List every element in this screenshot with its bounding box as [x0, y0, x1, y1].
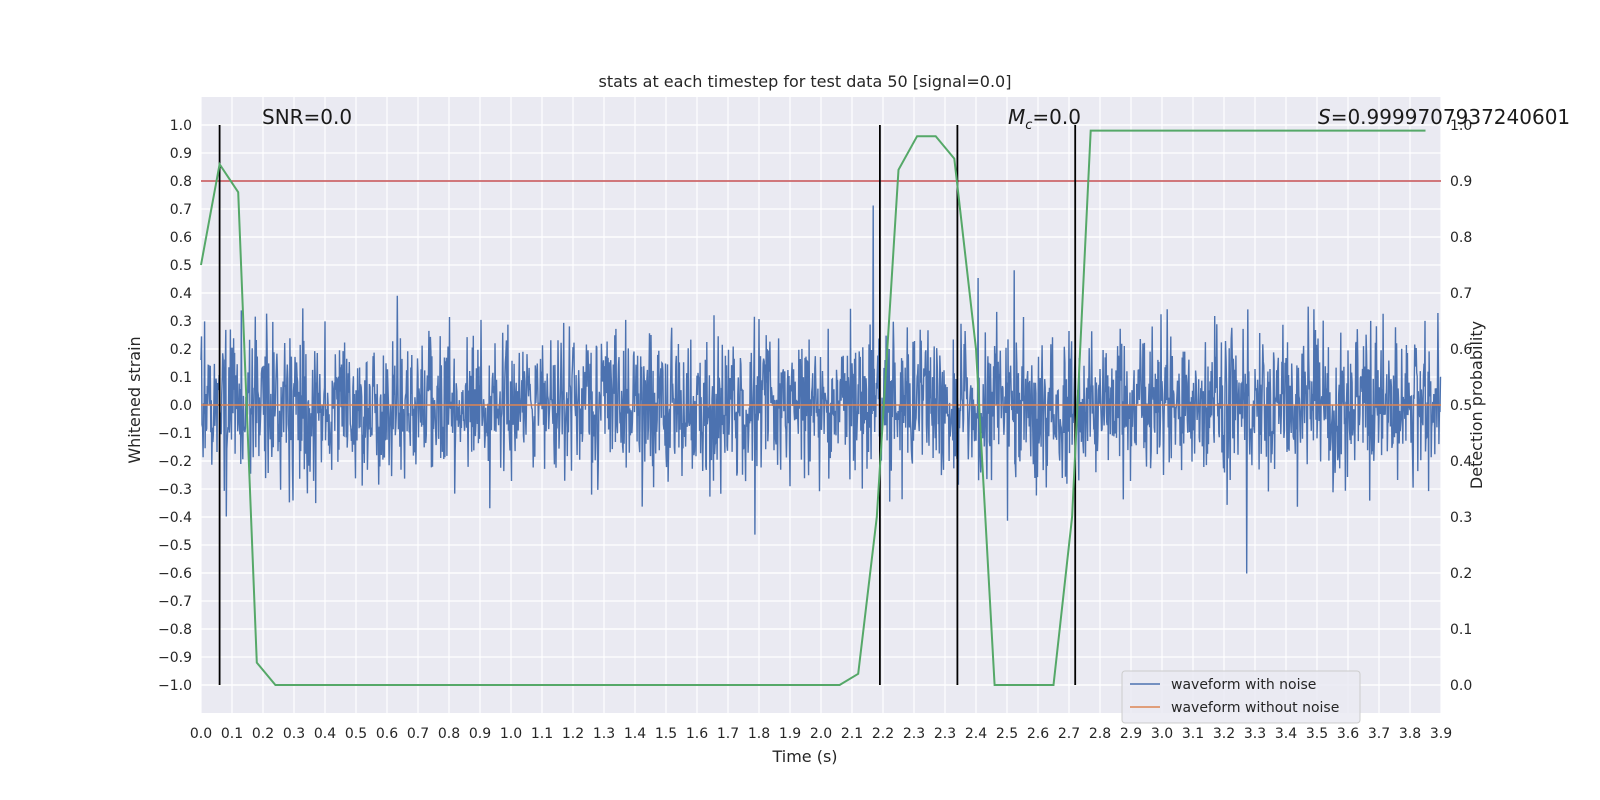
x-tick-label: 3.2 [1213, 726, 1235, 742]
y-tick-label: 1.0 [170, 118, 192, 134]
tick-layer: 0.0 0.1 0.2 0.3 0.4 0.5 0.6 0.7 0.8 0.9 1.0 1.1 1.2 1… [158, 118, 1472, 742]
y-tick-label: −1.0 [158, 678, 192, 694]
y-tick-label: −0.2 [158, 454, 192, 470]
y-tick-label: 0.0 [170, 398, 192, 414]
x-tick-label: 2.3 [903, 726, 925, 742]
x-tick-label: 1.5 [655, 726, 677, 742]
mc-symbol: M [1008, 105, 1025, 129]
y2-tick-label: 0.4 [1450, 454, 1472, 470]
x-tick-label: 2.0 [810, 726, 832, 742]
y-tick-label: 0.5 [170, 258, 192, 274]
legend: waveform with noise waveform without noi… [1121, 670, 1361, 724]
x-tick-label: 0.8 [438, 726, 460, 742]
x-tick-label: 0.4 [314, 726, 336, 742]
y-tick-label: −0.8 [158, 622, 192, 638]
x-tick-label: 2.5 [996, 726, 1018, 742]
y2-tick-label: 0.5 [1450, 398, 1472, 414]
x-tick-label: 0.3 [283, 726, 305, 742]
x-tick-label: 1.9 [779, 726, 801, 742]
s-value: =0.9999707937240601 [1331, 105, 1570, 129]
y2-tick-label: 0.0 [1450, 678, 1472, 694]
y-tick-label: 0.4 [170, 286, 192, 302]
x-tick-label: 2.8 [1089, 726, 1111, 742]
x-tick-label: 3.4 [1275, 726, 1297, 742]
y-tick-label: −0.3 [158, 482, 192, 498]
x-tick-label: 3.3 [1244, 726, 1266, 742]
x-tick-label: 2.9 [1120, 726, 1142, 742]
y-tick-label: 0.7 [170, 202, 192, 218]
s-symbol: S [1318, 105, 1331, 129]
mc-annotation: Mc=0.0 [1008, 105, 1081, 133]
mc-subscript: c [1025, 118, 1032, 133]
legend-label-noise: waveform with noise [1171, 677, 1316, 693]
y2-tick-label: 0.3 [1450, 510, 1472, 526]
y-tick-label: 0.1 [170, 370, 192, 386]
y2-tick-label: 0.6 [1450, 342, 1472, 358]
y2-tick-label: 0.7 [1450, 286, 1472, 302]
y-tick-label: 0.8 [170, 174, 192, 190]
y-tick-label: 0.9 [170, 146, 192, 162]
y-tick-label: 0.6 [170, 230, 192, 246]
y-tick-label: −0.1 [158, 426, 192, 442]
x-tick-label: 3.6 [1337, 726, 1359, 742]
s-annotation: S=0.9999707937240601 [1318, 105, 1570, 129]
y-tick-label: −0.4 [158, 510, 192, 526]
y-tick-label: −0.5 [158, 538, 192, 554]
x-tick-label: 1.6 [686, 726, 708, 742]
x-axis-label: Time (s) [771, 747, 837, 766]
x-tick-label: 1.3 [593, 726, 615, 742]
x-tick-label: 1.4 [624, 726, 646, 742]
x-tick-label: 3.9 [1430, 726, 1452, 742]
chart-title: stats at each timestep for test data 50 … [599, 72, 1012, 91]
x-tick-label: 2.4 [965, 726, 987, 742]
x-tick-label: 3.1 [1182, 726, 1204, 742]
x-tick-label: 2.1 [841, 726, 863, 742]
x-tick-label: 1.1 [531, 726, 553, 742]
y2-tick-label: 0.2 [1450, 566, 1472, 582]
x-tick-label: 1.8 [748, 726, 770, 742]
x-tick-label: 3.0 [1151, 726, 1173, 742]
legend-box [1121, 670, 1361, 724]
y-tick-label: −0.6 [158, 566, 192, 582]
x-tick-label: 2.3 [934, 726, 956, 742]
y2-tick-label: 0.1 [1450, 622, 1472, 638]
x-tick-label: 1.2 [562, 726, 584, 742]
x-tick-label: 0.2 [252, 726, 274, 742]
mc-value: =0.0 [1032, 105, 1081, 129]
series-layer [200, 125, 1442, 686]
x-tick-label: 3.5 [1306, 726, 1328, 742]
x-tick-label: 2.7 [1058, 726, 1080, 742]
x-tick-label: 2.2 [872, 726, 894, 742]
noisy-waveform-line [200, 205, 1442, 574]
snr-annotation: SNR=0.0 [262, 105, 352, 129]
x-tick-label: 0.1 [221, 726, 243, 742]
x-tick-label: 0.5 [345, 726, 367, 742]
x-tick-label: 0.6 [376, 726, 398, 742]
y2-tick-label: 0.8 [1450, 230, 1472, 246]
x-tick-label: 1.0 [500, 726, 522, 742]
x-tick-label: 0.9 [469, 726, 491, 742]
x-tick-label: 1.7 [717, 726, 739, 742]
x-tick-label: 3.7 [1368, 726, 1390, 742]
x-tick-label: 3.8 [1399, 726, 1421, 742]
x-tick-label: 2.6 [1027, 726, 1049, 742]
y2-tick-label: 1.0 [1450, 118, 1472, 134]
y-tick-label: −0.7 [158, 594, 192, 610]
x-tick-label: 0.0 [190, 726, 212, 742]
y-tick-label: −0.9 [158, 650, 192, 666]
x-tick-label: 0.7 [407, 726, 429, 742]
y-axis-label: Whitened strain [125, 336, 144, 463]
y-tick-label: 0.2 [170, 342, 192, 358]
y2-axis-label: Detection probability [1467, 321, 1486, 489]
y2-tick-label: 0.9 [1450, 174, 1472, 190]
detection-probability-line [200, 129, 1426, 686]
y-tick-label: 0.3 [170, 314, 192, 330]
legend-label-clean: waveform without noise [1171, 700, 1339, 716]
